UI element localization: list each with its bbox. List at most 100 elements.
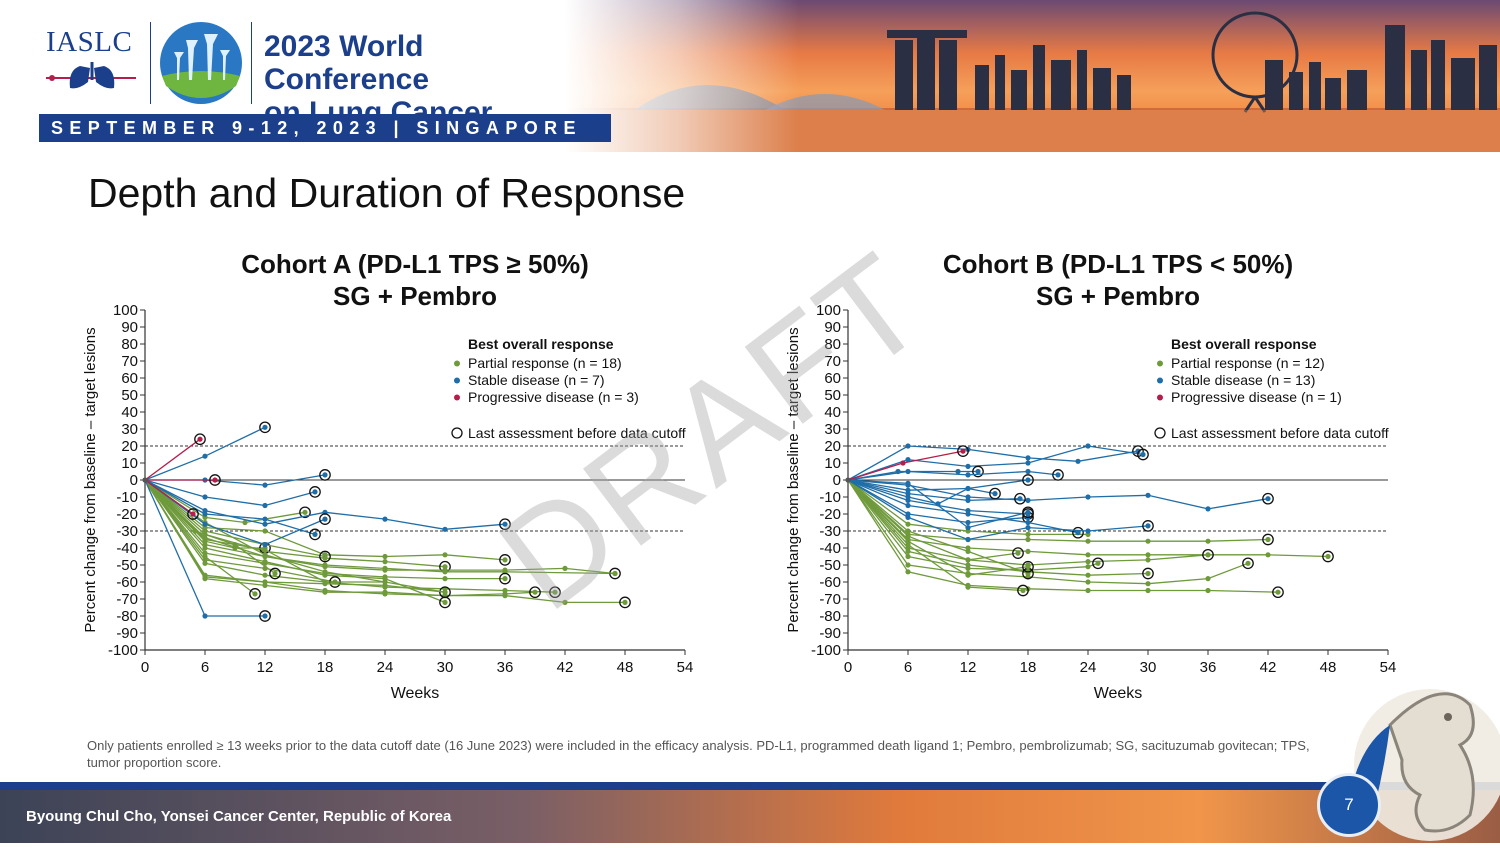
series-line-progressive [144, 438, 201, 481]
y-tick-label: 80 [121, 336, 138, 353]
y-tick-label: -30 [116, 523, 138, 540]
data-point-partial [502, 567, 508, 573]
conference-header: IASLC 2023 Wo [0, 0, 1500, 160]
data-point-partial [202, 536, 208, 543]
data-point-partial [1095, 560, 1101, 566]
y-tick-label: -90 [116, 625, 138, 642]
data-point-partial [322, 589, 328, 595]
data-point-partial [1085, 559, 1091, 565]
y-axis-label: Percent change from baseline – target le… [82, 327, 99, 632]
data-point-stable [442, 526, 448, 532]
data-point-partial [1015, 550, 1021, 556]
last-assessment-marker [549, 586, 561, 599]
y-tick-label: 30 [121, 421, 138, 438]
legend-cutoff-marker [451, 427, 463, 439]
series-line-stable [847, 479, 1021, 502]
last-assessment-marker [972, 465, 984, 478]
x-tick-label: 48 [617, 659, 634, 676]
data-point-partial [252, 591, 258, 597]
data-point-stable [202, 453, 208, 459]
data-point-partial [442, 567, 448, 573]
legend-cutoff-marker [1154, 427, 1166, 439]
legend-marker-partial [454, 360, 460, 367]
data-point-partial [965, 584, 971, 590]
legend-marker-progressive [454, 394, 460, 401]
chart-subtitle: SG + Pembro [1036, 281, 1200, 311]
series-line-stable [847, 445, 1139, 481]
data-point-stable [1025, 477, 1031, 483]
data-point-partial [905, 548, 911, 554]
divider [251, 22, 252, 104]
last-assessment-marker [529, 586, 541, 599]
presenter-credit: Byoung Chul Cho, Yonsei Cancer Center, R… [26, 808, 452, 825]
data-point-stable [262, 613, 268, 619]
series-line-partial [144, 479, 616, 575]
data-point-partial [1205, 587, 1211, 594]
last-assessment-marker [1137, 448, 1149, 461]
data-point-partial [302, 509, 308, 515]
data-point-stable [1025, 525, 1031, 531]
data-point-partial [262, 547, 268, 553]
y-tick-label: 50 [824, 387, 841, 404]
data-point-stable [1025, 509, 1031, 515]
last-assessment-marker [259, 610, 271, 622]
y-tick-label: 100 [816, 302, 841, 319]
data-point-stable [1085, 494, 1091, 500]
last-assessment-marker [1322, 550, 1334, 563]
data-point-partial [905, 569, 911, 575]
footer-skyline-image [0, 782, 1500, 843]
data-point-partial [1085, 564, 1091, 570]
data-point-stable [1085, 528, 1091, 534]
data-point-stable [1075, 530, 1081, 536]
y-tick-label: -60 [819, 574, 841, 591]
data-point-stable [1140, 451, 1146, 458]
series-line-stable [144, 479, 316, 507]
data-point-stable [1025, 455, 1031, 461]
data-point-stable [202, 494, 208, 500]
legend-title: Best overall response [1171, 336, 1317, 352]
data-point-stable [965, 472, 971, 478]
x-tick-label: 24 [377, 659, 394, 676]
last-assessment-marker [439, 586, 451, 599]
data-point-stable [965, 485, 971, 492]
data-point-stable [965, 497, 971, 503]
data-point-stable [262, 424, 268, 430]
data-point-stable [905, 502, 911, 509]
logo-area: IASLC 2023 Wo [0, 0, 565, 129]
x-tick-label: 6 [201, 659, 209, 676]
series-line-partial [847, 479, 1249, 585]
legend-label-stable: Stable disease (n = 7) [468, 372, 605, 388]
last-assessment-marker [269, 567, 281, 580]
last-assessment-marker [1092, 557, 1104, 570]
y-tick-label: -90 [819, 625, 841, 642]
series-line-progressive [144, 479, 194, 515]
legend-label-partial: Partial response (n = 18) [468, 355, 622, 371]
series-line-stable [847, 470, 978, 481]
series-line-partial [144, 479, 616, 575]
y-tick-label: 90 [824, 319, 841, 336]
y-tick-label: 60 [824, 370, 841, 387]
last-assessment-marker [619, 596, 631, 609]
legend-label-progressive: Progressive disease (n = 1) [1171, 389, 1342, 405]
origin-point [845, 477, 851, 483]
y-tick-label: -100 [108, 642, 138, 659]
last-assessment-marker [989, 487, 1001, 500]
y-tick-label: -30 [819, 523, 841, 540]
divider [150, 22, 151, 104]
last-assessment-marker [499, 572, 511, 585]
data-point-partial [382, 567, 388, 573]
data-point-stable [965, 511, 971, 517]
data-point-partial [1325, 553, 1331, 560]
data-point-partial [1020, 587, 1026, 594]
y-tick-label: 10 [121, 455, 138, 472]
last-assessment-marker [1272, 586, 1284, 599]
x-tick-label: 54 [1380, 659, 1397, 676]
data-point-stable [1145, 523, 1151, 529]
data-point-stable [1055, 472, 1061, 478]
data-point-stable [965, 536, 971, 543]
x-tick-label: 30 [1140, 659, 1157, 676]
data-point-partial [442, 589, 448, 595]
series-line-stable [847, 479, 996, 495]
series-line-stable [847, 445, 1144, 481]
last-assessment-marker [187, 508, 199, 520]
